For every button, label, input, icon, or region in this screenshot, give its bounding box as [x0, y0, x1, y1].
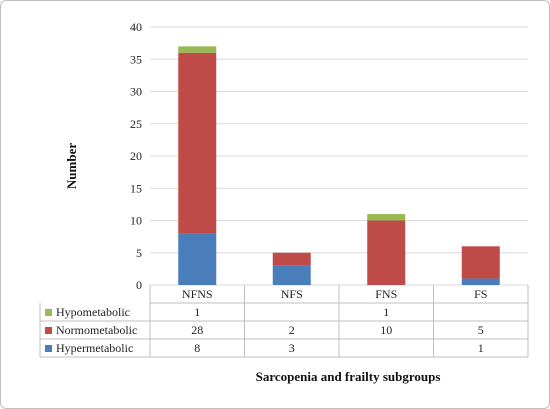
y-tick-label: 20 [130, 149, 142, 163]
bar-hypermetabolic-nfs [272, 265, 311, 285]
data-label: 8 [194, 341, 200, 355]
y-tick-label: 40 [130, 20, 142, 34]
legend-label: Hypermetabolic [56, 341, 133, 355]
y-tick-label: 35 [130, 52, 142, 66]
x-tick-label: NFS [281, 287, 303, 301]
y-tick-label: 0 [136, 278, 142, 292]
y-tick-label: 30 [130, 85, 142, 99]
bar-normometabolic-nfs [272, 252, 311, 266]
bar-hypermetabolic-nfns [178, 233, 217, 285]
bar-normometabolic-fs [461, 246, 500, 279]
bar-hypometabolic-fns [367, 214, 406, 221]
legend-key-normometabolic [45, 327, 52, 334]
x-tick-label: FS [474, 287, 487, 301]
legend-key-hypermetabolic [45, 345, 52, 352]
y-tick-labels: 0 5 10 15 20 25 30 35 40 [130, 20, 142, 292]
bars [178, 46, 500, 285]
data-label: 10 [380, 323, 392, 337]
y-tick-label: 25 [130, 117, 142, 131]
y-tick-label: 10 [130, 214, 142, 228]
x-axis-label: Sarcopenia and frailty subgroups [256, 369, 441, 384]
bar-hypometabolic-nfns [178, 46, 217, 53]
y-tick-label: 15 [130, 181, 142, 195]
y-tick-label: 5 [136, 246, 142, 260]
data-label: 28 [191, 323, 203, 337]
data-label: 3 [289, 341, 295, 355]
bar-hypermetabolic-fs [461, 278, 500, 285]
data-label: 1 [194, 305, 200, 319]
data-label: 1 [383, 305, 389, 319]
bar-normometabolic-nfns [178, 52, 217, 234]
data-label: 1 [478, 341, 484, 355]
bar-normometabolic-fns [367, 220, 406, 285]
x-tick-label: NFNS [182, 287, 213, 301]
data-label: 2 [289, 323, 295, 337]
x-tick-label: FNS [375, 287, 397, 301]
data-table: NFNS NFS FNS FS Hypometabolic 1 1 Normometaboli… [39, 285, 529, 358]
y-axis-label: Number [64, 143, 79, 189]
data-label: 5 [478, 323, 484, 337]
legend-label: Hypometabolic [56, 305, 130, 319]
legend-label: Normometabolic [56, 323, 137, 337]
legend-key-hypometabolic [45, 309, 52, 316]
